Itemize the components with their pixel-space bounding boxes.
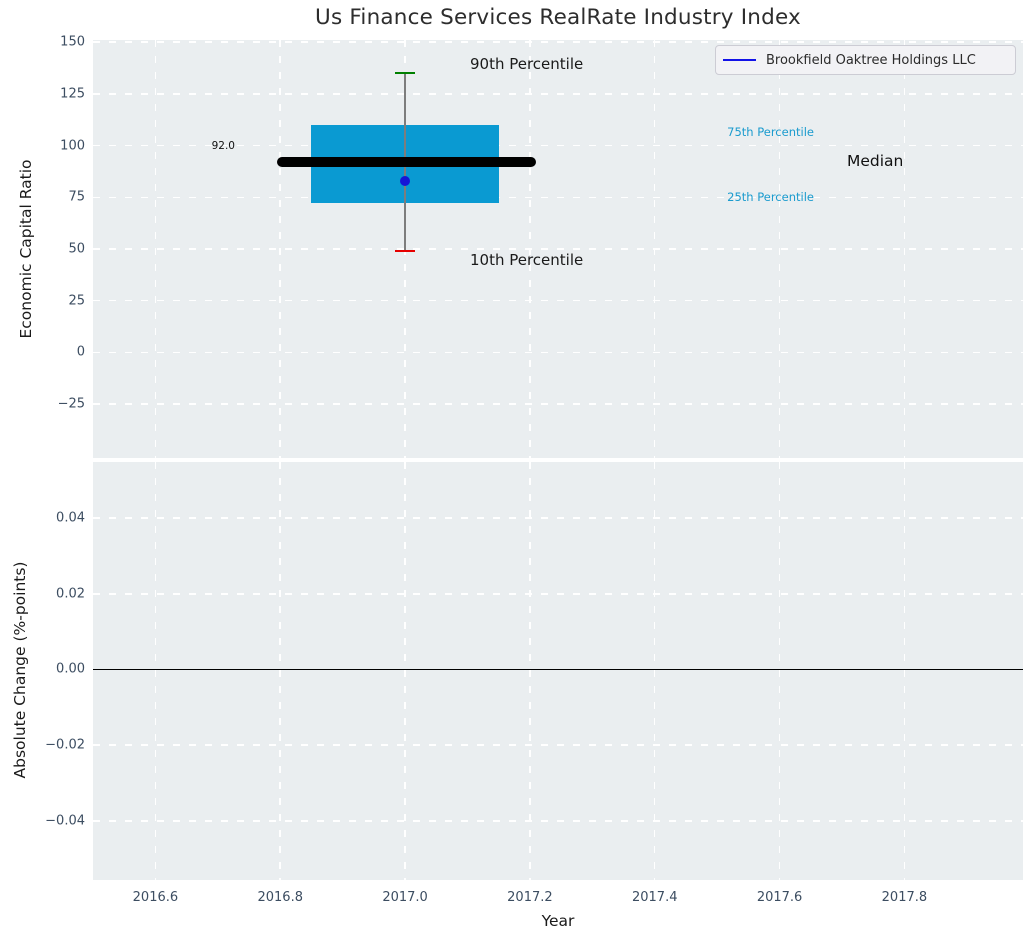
y-tick-label: 0.00 [56, 661, 85, 677]
y-tick-label: −0.02 [45, 737, 85, 753]
legend: Brookfield Oaktree Holdings LLC [715, 45, 1016, 75]
company-value-dot [400, 175, 411, 186]
x-tick-label: 2016.6 [132, 890, 179, 905]
x-tick-label: 2017.8 [881, 890, 928, 905]
y-tick-label: 125 [60, 86, 85, 102]
zero-line [93, 668, 1023, 671]
x-tick-label: 2017.0 [382, 890, 428, 905]
y-tick-label: 0.04 [56, 510, 85, 526]
gridline-horizontal [93, 744, 1023, 746]
gridline-horizontal [93, 196, 1023, 199]
annotation-90th-percentile: 90th Percentile [469, 54, 584, 73]
lower-y-axis-label: Absolute Change (%-points) [11, 561, 29, 779]
gridline-horizontal [93, 517, 1023, 519]
y-tick-label: 50 [68, 241, 85, 257]
annotation-10th-percentile: 10th Percentile [469, 251, 584, 270]
annotation-25th-percentile: 25th Percentile [727, 189, 814, 204]
lower-plot-area [93, 462, 1023, 880]
annotation-92-0: 92.0 [211, 139, 235, 152]
gridline-horizontal [93, 41, 1023, 43]
gridline-horizontal [93, 248, 1023, 250]
y-tick-label: 100 [60, 138, 85, 154]
gridline-vertical [903, 462, 906, 880]
whisker-cap-90th-icon [395, 71, 416, 75]
chart-title: Us Finance Services RealRate Industry In… [315, 5, 801, 30]
legend-series-label: Brookfield Oaktree Holdings LLC [766, 52, 976, 68]
upper-y-axis-label: Economic Capital Ratio [17, 159, 35, 339]
y-tick-label: 0.02 [56, 586, 85, 602]
median-line [277, 157, 537, 168]
legend-line-sample-icon [723, 58, 756, 62]
gridline-horizontal [93, 593, 1023, 595]
y-tick-label: 0 [76, 344, 85, 360]
gridline-vertical [154, 462, 157, 880]
whisker-cap-10th-icon [395, 249, 416, 253]
gridline-horizontal [93, 351, 1023, 354]
y-tick-label: 25 [68, 293, 85, 309]
gridline-horizontal [93, 299, 1023, 302]
gridline-vertical [529, 462, 531, 880]
gridline-vertical [279, 462, 281, 880]
x-tick-label: 2016.8 [257, 890, 303, 905]
gridline-horizontal [93, 93, 1023, 95]
annotation-75th-percentile: 75th Percentile [727, 125, 814, 140]
gridline-vertical [404, 462, 406, 880]
gridline-horizontal [93, 820, 1023, 822]
x-axis-label: Year [541, 912, 575, 930]
y-tick-label: −0.04 [45, 813, 85, 829]
x-tick-label: 2017.2 [507, 890, 553, 905]
gridline-vertical [778, 462, 781, 880]
gridline-horizontal [93, 403, 1023, 405]
x-tick-label: 2017.6 [756, 890, 803, 905]
x-tick-label: 2017.4 [631, 890, 678, 905]
y-tick-label: 150 [60, 34, 85, 50]
annotation-median: Median [846, 152, 904, 171]
gridline-horizontal [93, 144, 1023, 147]
y-tick-label: −25 [57, 396, 85, 412]
y-tick-label: 75 [68, 189, 85, 205]
gridline-vertical [653, 462, 656, 880]
